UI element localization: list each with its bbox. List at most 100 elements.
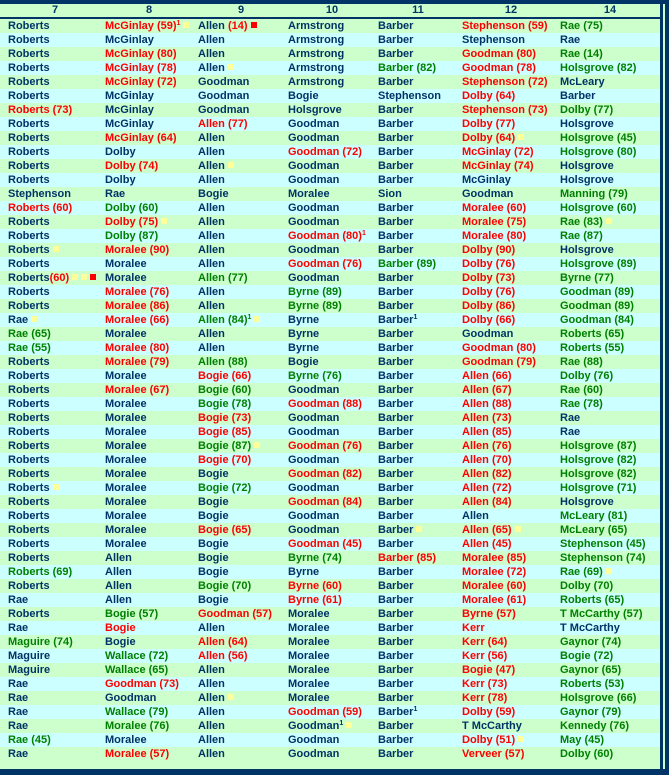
table-row: Roberts Moralee Allen Goodman (76) Barber (8… [0,257,660,271]
table-row: Roberts Moralee (90) Allen Goodman Barber Dol… [0,243,660,257]
player-cell: Barber [378,355,413,369]
player-cell: Barber [378,327,413,341]
player-name: Allen [198,132,225,144]
table-row: Roberts Moralee (76) Allen Byrne (89) Barber… [0,285,660,299]
player-cell: Holsgrove (82) [560,61,636,75]
player-cell: Roberts [8,467,50,481]
player-name: Barber [378,720,414,732]
yellow-card-icon [227,162,234,168]
player-cell: Dolby (59) [462,705,515,719]
player-cell: Roberts [8,537,50,551]
player-name: Byrne (76) [288,370,342,382]
player-name: Goodman [288,510,340,522]
player-name: Allen [198,20,225,32]
player-name: Bogie (73) [198,412,252,424]
player-name: Roberts [8,216,50,228]
player-name: Barber [378,160,414,172]
player-name: Holsgrove (45) [560,132,637,144]
player-cell: Allen [198,215,225,229]
player-name: Barber [378,622,414,634]
table-row: Roberts McGinlay (72) Goodman Armstrong Barb… [0,75,660,89]
yellow-card-icon [52,246,59,252]
player-name: McGinlay (80) [105,48,177,60]
table-row: Roberts Moralee Bogie Goodman (45) Barber All… [0,537,660,551]
player-name: Allen (73) [462,412,512,424]
player-name: McGinlay [105,118,154,130]
player-name: Moralee (67) [105,384,170,396]
player-name: Goodman [288,216,340,228]
player-cell: Roberts [8,75,50,89]
footnote-marker: 1 [339,720,344,727]
player-cell: Goodman [462,187,513,201]
player-name: Byrne (57) [462,608,516,620]
table-row: Roberts Dolby Allen Goodman (72) Barber McGin… [0,145,660,159]
player-cell: Stephenson (45) [560,537,646,551]
player-name: Roberts [8,286,50,298]
player-name: Allen [198,160,225,172]
player-cell: Moralee [105,537,147,551]
player-cell: Byrne (89) [288,299,342,313]
player-name: Bogie [198,468,229,480]
table-row: Roberts Moralee Bogie (87) Goodman (76) Barb… [0,439,660,453]
player-name: Bogie (78) [198,398,252,410]
player-name: Goodman (79) [462,356,536,368]
player-name: Dolby (59) [462,706,516,718]
player-cell: Moralee [288,649,330,663]
player-name: Allen [198,678,225,690]
player-name: Bogie [198,510,229,522]
player-cell: Allen (67) [462,383,512,397]
player-cell: Gaynor (79) [560,705,621,719]
player-cell: Goodman [288,453,339,467]
player-name: Goodman [288,412,340,424]
player-cell: Bogie [198,565,229,579]
player-cell: McGinlay [105,117,154,131]
player-cell: Stephenson (73) [462,103,548,117]
player-name: McLeary (65) [560,524,628,536]
player-name: T McCarthy [462,720,522,732]
player-cell: Roberts [8,607,50,621]
player-name: Roberts [8,300,50,312]
player-name: Moralee (80) [105,342,170,354]
player-name: Holsgrove [560,244,614,256]
player-name: Barber [378,692,414,704]
player-cell: Dolby (74) [105,159,158,173]
player-cell: Moralee (67) [105,383,169,397]
player-cell: Barber (82) [378,61,436,75]
player-cell: Barber [378,19,413,33]
player-cell: Barber [378,145,413,159]
player-name: Bogie [198,538,229,550]
player-name: Bogie (57) [105,608,159,620]
player-cell: Moralee [105,369,147,383]
player-cell: Moralee [288,691,330,705]
player-cell: McGinlay [462,173,511,187]
player-name: Armstrong [288,76,345,88]
player-cell: Dolby (51) [462,733,525,747]
player-name: Allen (64) [198,636,248,648]
player-cell: Stephenson (72) [462,75,548,89]
player-name: Holsgrove (82) [560,468,637,480]
table-row: Maguire (74) Bogie Allen (64) Moralee Barber… [0,635,660,649]
player-name: Holsgrove (80) [560,146,637,158]
player-name: Moralee [288,622,330,634]
player-name: Roberts [8,524,50,536]
player-cell: Bogie [105,635,136,649]
player-cell: Rae [560,425,580,439]
player-cell: McGinlay (59)1 [105,19,190,33]
player-name: Stephenson [462,34,525,46]
player-cell: Stephenson [462,33,525,47]
player-name: Barber [378,286,414,298]
player-cell: Barber [378,215,413,229]
player-cell: Goodman [288,117,339,131]
player-name: Allen [198,174,225,186]
player-cell: Moralee [105,271,147,285]
player-name: Roberts [8,580,50,592]
player-name: Moralee [105,272,147,284]
player-cell: Goodman (72) [288,145,362,159]
table-row: Roberts Moralee Bogie Goodman (84) Barber All… [0,495,660,509]
footnote-marker: 1 [361,230,366,237]
player-cell: Roberts (60) [8,201,72,215]
player-name: Moralee (66) [105,314,170,326]
player-cell: Rae (83) [560,215,612,229]
table-row: Roberts (69) Allen Bogie Byrne Barber Moralee… [0,565,660,579]
table-row: Rae Goodman (73) Allen Moralee Barber Kerr (7… [0,677,660,691]
